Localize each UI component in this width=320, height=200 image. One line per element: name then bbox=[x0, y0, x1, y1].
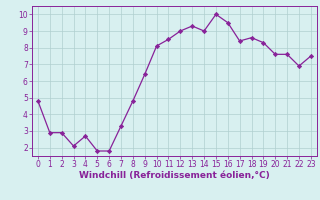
X-axis label: Windchill (Refroidissement éolien,°C): Windchill (Refroidissement éolien,°C) bbox=[79, 171, 270, 180]
